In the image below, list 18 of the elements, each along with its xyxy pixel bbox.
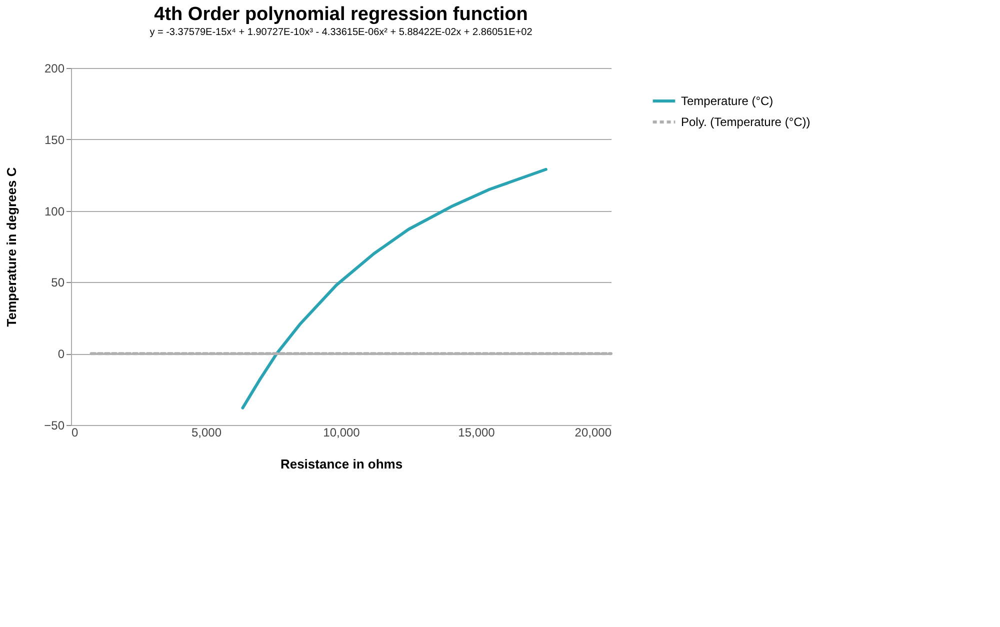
y-tick-label: 150 [44, 132, 65, 147]
chart-subtitle: y = -3.37579E-15x⁴ + 1.90727E-10x³ - 4.33615E-06x² + 5.88422E-02x + 2.86051E+02 [150, 27, 533, 38]
x-tick-label: 10,000 [323, 426, 360, 440]
legend-label: Poly. (Temperature (°C)) [681, 115, 810, 129]
x-tick-label: 5,000 [191, 426, 222, 440]
x-tick-label: 20,000 [574, 426, 612, 440]
x-tick-label: 15,000 [458, 426, 496, 440]
x-tick-label: 0 [72, 426, 78, 440]
y-tick-label: 0 [58, 347, 65, 362]
y-tick-label: −50 [44, 418, 65, 432]
chart-title: 4th Order polynomial regression function [154, 4, 528, 25]
y-tick-label: 50 [51, 276, 65, 290]
y-tick-label: 200 [44, 62, 65, 76]
y-tick-label: 100 [44, 204, 65, 218]
x-axis-title: Resistance in ohms [280, 456, 403, 472]
legend-label: Temperature (°C) [681, 94, 774, 108]
y-axis-title: Temperature in degrees C [4, 166, 20, 327]
line-series [241, 168, 548, 410]
